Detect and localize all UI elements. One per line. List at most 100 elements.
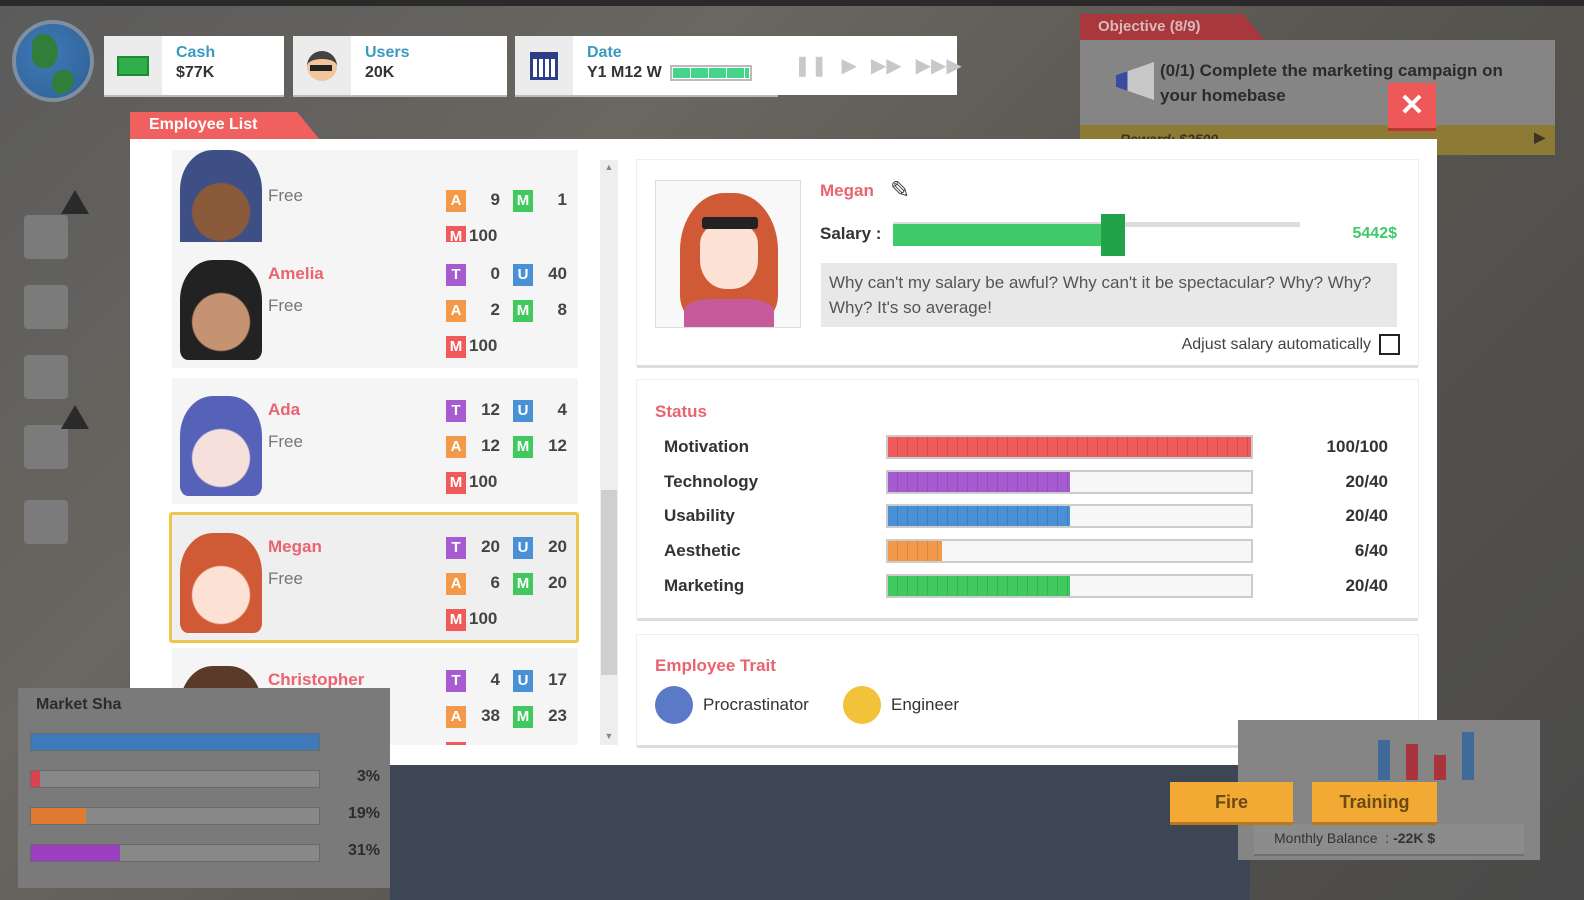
employee-status: Free xyxy=(268,569,303,588)
status-bar xyxy=(886,469,1253,494)
status-value: 6/40 xyxy=(1354,541,1388,561)
training-button[interactable]: Training xyxy=(1312,782,1437,822)
week-progress-bar xyxy=(669,65,752,81)
next-objective-icon[interactable]: ▶ xyxy=(1534,129,1545,145)
skill-badge-u: U xyxy=(513,400,533,422)
motivation-badge: M xyxy=(446,472,466,494)
motivation-value: 100 xyxy=(469,609,498,628)
employee-quote: Why can't my salary be awful? Why can't … xyxy=(821,263,1397,327)
employee-card[interactable]: Megan Free T 20 U 20 A 6 M 20 M 100 xyxy=(169,512,579,643)
motivation-value: 100 xyxy=(469,226,498,245)
procrastinator-icon xyxy=(655,686,693,724)
employee-card[interactable]: Ada Free T 12 U 4 A 12 M 12 M 100 xyxy=(172,378,578,504)
employee-icon[interactable] xyxy=(24,285,68,329)
skill-badge-u: U xyxy=(513,537,533,559)
motivation-value: 100 xyxy=(469,472,498,491)
tools-icon[interactable] xyxy=(24,500,68,544)
employee-name: Megan xyxy=(820,181,874,200)
users-panel: Users 20K xyxy=(293,36,507,95)
employee-list-scrollbar[interactable]: ▲ ▼ xyxy=(600,160,618,745)
balance-chart xyxy=(1378,730,1474,780)
skill-badge-u: U xyxy=(513,264,533,286)
fire-button[interactable]: Fire xyxy=(1170,782,1293,822)
skill-badge-m: M xyxy=(513,706,533,728)
status-label: Motivation xyxy=(664,437,749,456)
skill-value: 40 xyxy=(548,264,567,283)
play-icon[interactable]: ▶ xyxy=(841,55,857,77)
storage-icon[interactable] xyxy=(24,425,68,469)
skill-value: 6 xyxy=(490,573,500,592)
fastest-icon[interactable]: ▶▶▶ xyxy=(915,55,962,77)
status-bar xyxy=(886,539,1253,564)
salary-slider-handle[interactable] xyxy=(1100,214,1125,256)
status-bar xyxy=(886,573,1253,598)
skill-value: 38 xyxy=(481,706,500,725)
trait-label: Procrastinator xyxy=(703,695,809,714)
employee-status: Free xyxy=(268,296,303,315)
status-row-marketing: Marketing 20/40 xyxy=(664,573,1394,600)
skill-value: 12 xyxy=(548,436,567,455)
skill-badge-a: A xyxy=(446,706,466,728)
employee-card[interactable]: Free A 9 M 1 M 100 xyxy=(172,150,578,258)
skill-value: 20 xyxy=(481,537,500,556)
fast-forward-icon[interactable]: ▶▶ xyxy=(870,55,902,77)
users-value: 20K xyxy=(365,64,395,81)
scroll-thumb[interactable] xyxy=(601,490,617,675)
world-map-button[interactable] xyxy=(12,20,94,102)
status-label: Technology xyxy=(664,471,759,491)
auto-salary-checkbox[interactable] xyxy=(1379,334,1400,355)
salary-label: Salary : xyxy=(820,224,882,243)
trait-title: Employee Trait xyxy=(655,656,776,675)
skill-badge-t: T xyxy=(446,264,466,286)
skill-value: 12 xyxy=(481,436,500,455)
motivation-value: 100 xyxy=(469,336,498,355)
pause-icon[interactable]: ❚❚ xyxy=(794,55,828,77)
employee-name: Christopher xyxy=(268,670,365,689)
balance-value: -22K $ xyxy=(1393,830,1436,846)
building-icon[interactable] xyxy=(24,355,68,399)
salary-value: 5442$ xyxy=(1352,225,1398,242)
salary-slider[interactable] xyxy=(893,214,1300,256)
scroll-down-icon[interactable]: ▼ xyxy=(604,731,614,741)
employee-list: Free A 9 M 1 M 100 Amelia Free T 0 U 40 A 2 M 8 M 100 Ada Fr… xyxy=(152,150,598,745)
skill-badge-m: M xyxy=(513,436,533,458)
cash-label: Cash xyxy=(176,44,216,61)
market-share-panel: Market Sha 3% 19% 31% xyxy=(18,688,390,888)
briefcase-icon[interactable] xyxy=(24,215,68,259)
status-row-usability: Usability 20/40 xyxy=(664,504,1394,530)
employee-name: Ada xyxy=(268,400,301,419)
skill-badge-m: M xyxy=(513,300,533,322)
objective-tab[interactable]: Objective (8/9) xyxy=(1080,14,1265,41)
skill-badge-a: A xyxy=(446,573,466,595)
employee-card[interactable]: Amelia Free T 0 U 40 A 2 M 8 M 100 xyxy=(172,242,578,368)
status-bar xyxy=(886,504,1253,529)
market-share-percent: 3% xyxy=(356,768,380,785)
close-icon: ✕ xyxy=(1399,89,1425,122)
scroll-up-icon[interactable]: ▲ xyxy=(604,162,614,172)
balance-label: Monthly Balance xyxy=(1274,830,1378,846)
employee-name: Megan xyxy=(268,537,322,556)
status-value: 20/40 xyxy=(1345,471,1388,491)
employee-status: Free xyxy=(268,432,303,451)
motivation-badge: M xyxy=(446,336,466,358)
status-label: Usability xyxy=(664,506,735,526)
skill-badge-a: A xyxy=(446,300,466,322)
edit-name-pencil-icon[interactable]: ✎ xyxy=(890,177,911,204)
market-share-title: Market Sha xyxy=(36,696,122,713)
close-button[interactable]: ✕ xyxy=(1388,83,1436,128)
user-icon xyxy=(307,50,337,81)
cash-icon xyxy=(117,55,149,76)
status-row-motivation: Motivation 100/100 xyxy=(664,435,1394,461)
date-value: Y1 M12 W xyxy=(587,64,662,81)
employee-status: Free xyxy=(268,186,303,205)
employee-portrait xyxy=(655,180,801,328)
status-value: 100/100 xyxy=(1326,437,1388,456)
market-share-bar xyxy=(30,807,320,825)
date-label: Date xyxy=(587,44,622,61)
skill-value: 12 xyxy=(481,400,500,419)
date-panel: Date Y1 M12 W xyxy=(515,36,778,95)
status-bar xyxy=(886,435,1253,459)
market-share-bar xyxy=(30,844,320,862)
status-value: 20/40 xyxy=(1345,575,1388,595)
status-row-aesthetic: Aesthetic 6/40 xyxy=(664,539,1394,565)
